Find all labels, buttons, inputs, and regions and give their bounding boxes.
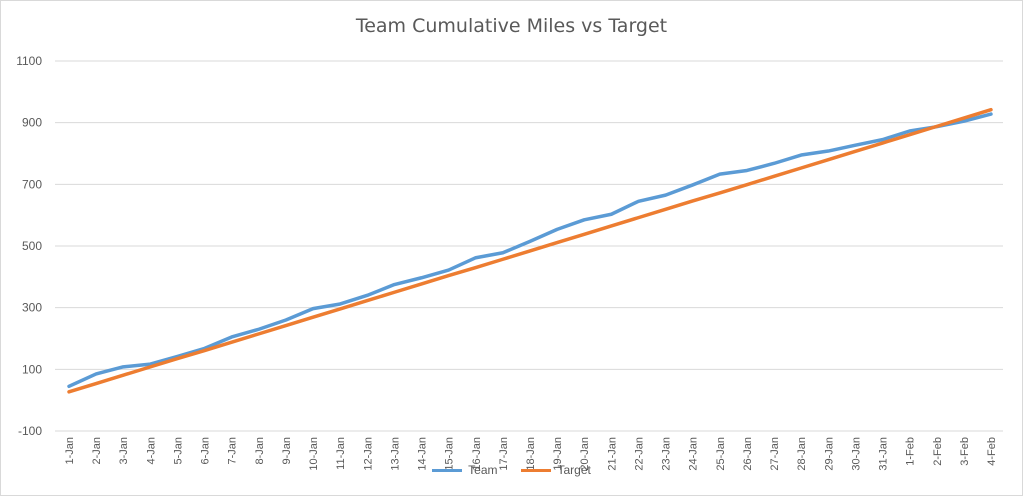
legend-swatch-target [521, 468, 552, 472]
x-tick-label: 4-Jan [145, 437, 157, 465]
y-tick-label: -100 [18, 424, 42, 438]
gridlines [55, 60, 1003, 432]
legend-item-target[interactable]: Target [521, 463, 591, 477]
x-tick-label: 12-Jan [362, 437, 374, 471]
x-tick-label: 28-Jan [796, 437, 808, 471]
x-tick-labels: 1-Jan 2-Jan 3-Jan 4-Jan 5-Jan 6-Jan 7-Jan 8-Jan… [64, 437, 998, 471]
x-tick-label: 16-Jan [471, 437, 483, 471]
legend-label-team: Team [468, 463, 498, 477]
x-tick-label: 2-Jan [91, 437, 103, 465]
y-tick-label: 1100 [16, 54, 42, 68]
x-tick-label: 8-Jan [254, 437, 266, 465]
x-tick-label: 13-Jan [389, 437, 401, 471]
x-tick-label: 10-Jan [308, 437, 320, 471]
x-tick-label: 31-Jan [878, 437, 890, 471]
x-tick-label: 3-Jan [118, 437, 130, 465]
legend-item-team[interactable]: Team [432, 463, 497, 477]
y-tick-labels: -100 100 300 500 700 900 1100 [16, 54, 42, 438]
y-tick-label: 300 [22, 301, 42, 315]
x-tick-label: 23-Jan [661, 437, 673, 471]
x-tick-label: 24-Jan [688, 437, 700, 471]
legend: Team Target [0, 463, 1023, 477]
series-target [67, 107, 993, 394]
x-tick-label: 9-Jan [281, 437, 293, 465]
x-tick-label: 6-Jan [200, 437, 212, 465]
y-tick-label: 100 [22, 362, 42, 376]
x-tick-label: 15-Jan [444, 437, 456, 471]
x-tick-label: 11-Jan [335, 437, 347, 470]
legend-swatch-team [432, 468, 463, 472]
series-lines [67, 107, 993, 394]
x-tick-label: 1-Jan [64, 437, 76, 465]
y-tick-label: 900 [22, 116, 42, 130]
x-tick-label: 21-Jan [606, 437, 618, 471]
x-tick-label: 2-Feb [932, 437, 944, 466]
x-tick-label: 30-Jan [850, 437, 862, 471]
x-tick-label: 22-Jan [633, 437, 645, 471]
x-tick-label: 5-Jan [172, 437, 184, 465]
x-tick-label: 26-Jan [742, 437, 754, 471]
y-tick-label: 500 [22, 239, 42, 253]
x-tick-label: 4-Feb [986, 437, 998, 466]
x-tick-label: 29-Jan [823, 437, 835, 471]
x-tick-label: 25-Jan [715, 437, 727, 471]
series-line-target[interactable] [67, 107, 993, 394]
x-tick-label: 27-Jan [769, 437, 781, 471]
x-tick-label: 1-Feb [905, 437, 917, 466]
x-tick-label: 17-Jan [498, 437, 510, 471]
x-tick-label: 19-Jan [552, 437, 564, 471]
x-tick-label: 20-Jan [579, 437, 591, 471]
x-tick-label: 14-Jan [417, 437, 429, 471]
y-tick-label: 700 [22, 177, 42, 191]
legend-label-target: Target [557, 463, 591, 477]
x-tick-label: 3-Feb [959, 437, 971, 466]
x-tick-label: 7-Jan [227, 437, 239, 465]
chart-title: Team Cumulative Miles vs Target [355, 15, 668, 37]
x-tick-label: 18-Jan [525, 437, 537, 471]
